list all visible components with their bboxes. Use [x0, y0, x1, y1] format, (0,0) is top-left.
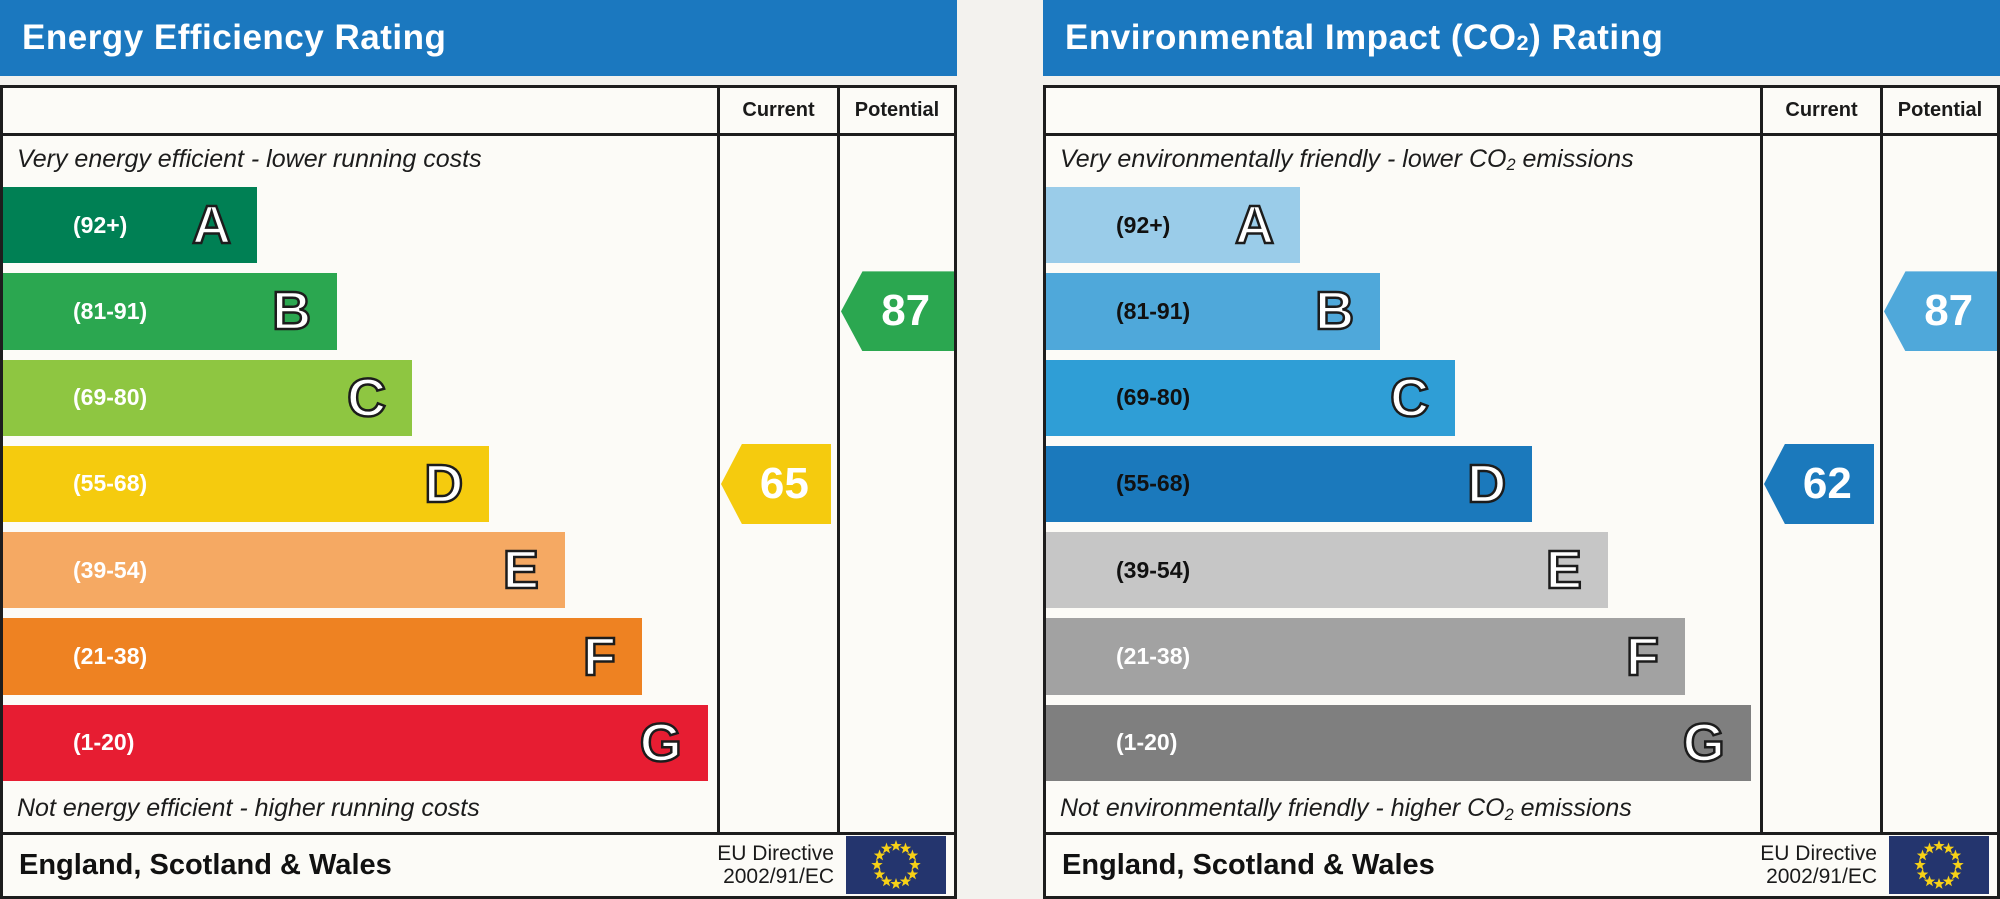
- region-label: England, Scotland & Wales: [19, 848, 392, 881]
- band-e-range: (39-54): [1116, 556, 1191, 583]
- band-e-row: (39-54) E: [1046, 527, 1760, 613]
- potential-column-header: Potential: [1880, 88, 1997, 136]
- energy-efficiency-panel: Energy Efficiency Rating Current Potenti…: [0, 0, 957, 899]
- band-f-range: (21-38): [1116, 643, 1191, 670]
- table-header-spacer: [3, 88, 717, 136]
- potential-rating-pointer: 87: [1884, 271, 1997, 352]
- band-f-letter: F: [1625, 626, 1661, 687]
- band-a-row: (92+) A: [1046, 182, 1760, 268]
- band-f-row: (21-38) F: [3, 613, 717, 699]
- band-g: (1-20) G: [3, 704, 708, 781]
- band-b-range: (81-91): [1116, 297, 1191, 324]
- current-rating-value: 62: [1802, 458, 1852, 508]
- band-e: (39-54) E: [3, 532, 565, 609]
- title-subscript: 2: [1516, 29, 1530, 55]
- potential-rating-value: 87: [881, 286, 931, 336]
- current-rating-value: 65: [759, 458, 809, 508]
- band-c-range: (69-80): [73, 384, 148, 411]
- current-column: [1760, 136, 1880, 832]
- band-a-letter: A: [191, 195, 233, 256]
- band-b-letter: B: [1314, 281, 1356, 342]
- band-c-letter: C: [346, 367, 388, 428]
- current-rating-pointer: 65: [721, 443, 831, 524]
- eu-directive-label: EU Directive 2002/91/EC: [717, 841, 834, 889]
- band-e-row: (39-54) E: [3, 527, 717, 613]
- current-column-header: Current: [717, 88, 837, 136]
- table-header-spacer: [1046, 88, 1760, 136]
- band-d: (55-68) D: [3, 445, 490, 523]
- eu-flag-icon: [846, 836, 946, 895]
- band-b: (81-91) B: [1046, 273, 1381, 350]
- band-d-range: (55-68): [1116, 470, 1191, 497]
- band-g-letter: G: [1681, 712, 1726, 773]
- environmental-impact-panel: Environmental Impact (CO 2) Rating Curren…: [1043, 0, 2000, 899]
- top-caption: Very environmentally friendly - lower CO…: [1060, 144, 1634, 175]
- band-c: (69-80) C: [1046, 359, 1456, 436]
- band-d: (55-68) D: [1046, 445, 1533, 523]
- band-c-row: (69-80) C: [3, 355, 717, 441]
- band-e-letter: E: [1545, 540, 1584, 601]
- band-g-row: (1-20) G: [1046, 700, 1760, 786]
- environmental-impact-title: Environmental Impact (CO 2) Rating: [1043, 0, 2000, 76]
- band-g-range: (1-20): [1116, 729, 1178, 756]
- environmental-rating-table: Current Potential Very environmentally f…: [1043, 85, 2000, 899]
- band-a-range: (92+): [1116, 211, 1171, 238]
- band-a-letter: A: [1234, 195, 1276, 256]
- band-f: (21-38) F: [3, 618, 643, 695]
- band-c-row: (69-80) C: [1046, 355, 1760, 441]
- table-footer: England, Scotland & Wales EU Directive 2…: [3, 831, 954, 896]
- band-b-row: (81-91) B: [3, 268, 717, 354]
- band-f-row: (21-38) F: [1046, 613, 1760, 699]
- band-b-letter: B: [271, 281, 313, 342]
- current-column: [717, 136, 837, 832]
- band-g-range: (1-20): [73, 729, 135, 756]
- title-text: Environmental Impact (CO: [1065, 18, 1517, 57]
- eu-flag-icon: [1889, 836, 1989, 895]
- band-d-letter: D: [1466, 453, 1508, 514]
- region-label: England, Scotland & Wales: [1062, 848, 1435, 881]
- band-g-letter: G: [638, 712, 683, 773]
- potential-column: [1880, 136, 1997, 832]
- band-a-row: (92+) A: [3, 182, 717, 268]
- band-b: (81-91) B: [3, 273, 338, 350]
- current-column-header: Current: [1760, 88, 1880, 136]
- band-f-range: (21-38): [73, 643, 148, 670]
- band-g: (1-20) G: [1046, 704, 1751, 781]
- band-b-row: (81-91) B: [1046, 268, 1760, 354]
- table-footer: England, Scotland & Wales EU Directive 2…: [1046, 831, 1997, 896]
- potential-rating-pointer: 87: [841, 271, 954, 352]
- band-c-range: (69-80): [1116, 384, 1191, 411]
- potential-column: [837, 136, 954, 832]
- band-e-range: (39-54): [73, 556, 148, 583]
- band-e-letter: E: [502, 540, 541, 601]
- potential-column-header: Potential: [837, 88, 954, 136]
- energy-efficiency-title: Energy Efficiency Rating: [0, 0, 957, 76]
- band-d-row: (55-68) D: [1046, 441, 1760, 527]
- energy-rating-table: Current Potential Very energy efficient …: [0, 85, 957, 899]
- current-rating-pointer: 62: [1764, 443, 1874, 524]
- band-b-range: (81-91): [73, 297, 148, 324]
- title-text-post: ) Rating: [1529, 18, 1664, 57]
- bottom-caption: Not environmentally friendly - higher CO…: [1060, 794, 1632, 825]
- eu-directive-label: EU Directive 2002/91/EC: [1760, 841, 1877, 889]
- band-c-letter: C: [1389, 367, 1431, 428]
- top-caption: Very energy efficient - lower running co…: [17, 144, 482, 173]
- band-d-letter: D: [423, 453, 465, 514]
- title-text: Energy Efficiency Rating: [22, 18, 447, 57]
- band-e: (39-54) E: [1046, 532, 1608, 609]
- band-g-row: (1-20) G: [3, 700, 717, 786]
- band-a: (92+) A: [3, 187, 258, 264]
- band-c: (69-80) C: [3, 359, 413, 436]
- band-d-range: (55-68): [73, 470, 148, 497]
- bottom-caption: Not energy efficient - higher running co…: [17, 794, 480, 823]
- band-f-letter: F: [582, 626, 618, 687]
- band-d-row: (55-68) D: [3, 441, 717, 527]
- potential-rating-value: 87: [1924, 286, 1974, 336]
- band-f: (21-38) F: [1046, 618, 1686, 695]
- band-a: (92+) A: [1046, 187, 1301, 264]
- band-a-range: (92+): [73, 211, 128, 238]
